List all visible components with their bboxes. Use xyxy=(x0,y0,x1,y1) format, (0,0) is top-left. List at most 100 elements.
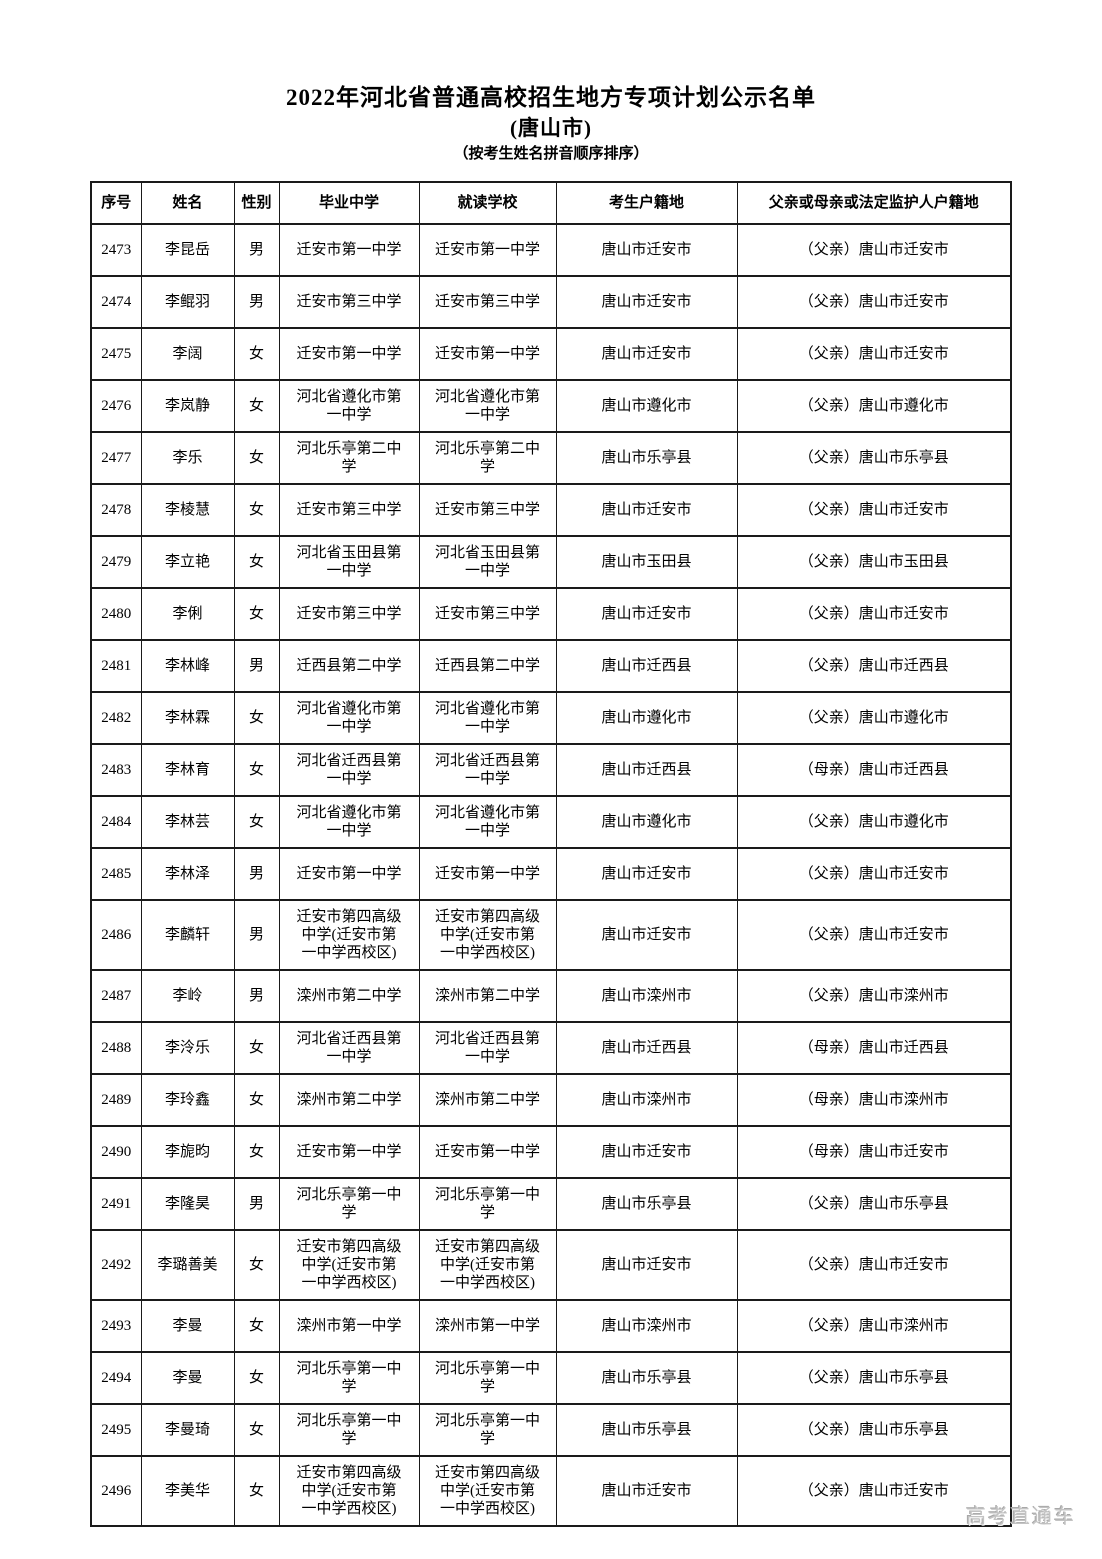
cell-gender: 男 xyxy=(233,222,280,277)
cell-attending-school: 迁安市第四高级中学(迁安市第一中学西校区) xyxy=(418,1454,557,1527)
table-row: 2493 李曼女滦州市第一中学 滦州市第一中学 唐山市滦州市 （父亲）唐山市滦州市 xyxy=(90,1298,1012,1353)
cell-name: 李立艳 xyxy=(140,534,235,589)
cell-name: 李林育 xyxy=(140,742,235,797)
cell-graduated-school: 河北乐亭第一中学 xyxy=(278,1402,420,1457)
table-row: 2478 李棱慧女迁安市第三中学 迁安市第三中学 唐山市迁安市 （父亲）唐山市迁安市 xyxy=(90,482,1012,537)
cell-attending-school: 迁安市第三中学 xyxy=(418,586,557,641)
cell-no: 2490 xyxy=(90,1124,142,1179)
cell-gender: 女 xyxy=(233,1298,280,1353)
cell-graduated-school: 迁安市第四高级中学(迁安市第一中学西校区) xyxy=(278,898,420,971)
cell-guardian-residence: （父亲）唐山市迁安市 xyxy=(736,482,1012,537)
cell-name: 李棱慧 xyxy=(140,482,235,537)
table-row: 2494 李曼女河北乐亭第一中学 河北乐亭第一中学 唐山市乐亭县 （父亲）唐山市乐亭县 xyxy=(90,1350,1012,1405)
cell-candidate-residence: 唐山市遵化市 xyxy=(555,378,738,433)
students-table: 序号 姓名 性别 毕业中学 就读学校 考生户籍地 父亲或母亲或法定监护人户籍地 … xyxy=(90,180,1012,1527)
cell-candidate-residence: 唐山市滦州市 xyxy=(555,1298,738,1353)
cell-guardian-residence: （父亲）唐山市乐亭县 xyxy=(736,1402,1012,1457)
cell-guardian-residence: （父亲）唐山市遵化市 xyxy=(736,690,1012,745)
table-row: 2485 李林泽男迁安市第一中学 迁安市第一中学 唐山市迁安市 （父亲）唐山市迁安市 xyxy=(90,846,1012,901)
table-row: 2475 李阔女迁安市第一中学 迁安市第一中学 唐山市迁安市 （父亲）唐山市迁安市 xyxy=(90,326,1012,381)
cell-gender: 男 xyxy=(233,898,280,971)
cell-gender: 女 xyxy=(233,378,280,433)
cell-name: 李阔 xyxy=(140,326,235,381)
cell-graduated-school: 滦州市第一中学 xyxy=(278,1298,420,1353)
table-row: 2490 李旎昀女迁安市第一中学 迁安市第一中学 唐山市迁安市 （母亲）唐山市迁安市 xyxy=(90,1124,1012,1179)
table-row: 2484 李林芸女河北省遵化市第一中学 河北省遵化市第一中学 唐山市遵化市 （父亲）唐山… xyxy=(90,794,1012,849)
cell-candidate-residence: 唐山市乐亭县 xyxy=(555,1350,738,1405)
cell-attending-school: 河北省迁西县第一中学 xyxy=(418,742,557,797)
cell-attending-school: 河北乐亭第一中学 xyxy=(418,1350,557,1405)
cell-gender: 女 xyxy=(233,430,280,485)
cell-candidate-residence: 唐山市迁安市 xyxy=(555,1228,738,1301)
cell-name: 李昆岳 xyxy=(140,222,235,277)
table-row: 2492 李璐善美女迁安市第四高级中学(迁安市第一中学西校区) 迁安市第四高级中学(… xyxy=(90,1228,1012,1301)
cell-graduated-school: 迁西县第二中学 xyxy=(278,638,420,693)
cell-candidate-residence: 唐山市迁安市 xyxy=(555,274,738,329)
cell-gender: 女 xyxy=(233,1350,280,1405)
cell-no: 2475 xyxy=(90,326,142,381)
cell-guardian-residence: （母亲）唐山市迁安市 xyxy=(736,1124,1012,1179)
table-body: 2473 李昆岳男迁安市第一中学 迁安市第一中学 唐山市迁安市 （父亲）唐山市迁安市 24… xyxy=(90,222,1012,1527)
cell-gender: 女 xyxy=(233,586,280,641)
cell-attending-school: 迁安市第四高级中学(迁安市第一中学西校区) xyxy=(418,1228,557,1301)
table-row: 2489 李玲鑫女滦州市第二中学 滦州市第二中学 唐山市滦州市 （母亲）唐山市滦州市 xyxy=(90,1072,1012,1127)
cell-candidate-residence: 唐山市乐亭县 xyxy=(555,430,738,485)
cell-name: 李林霖 xyxy=(140,690,235,745)
cell-guardian-residence: （父亲）唐山市遵化市 xyxy=(736,794,1012,849)
cell-graduated-school: 迁安市第一中学 xyxy=(278,326,420,381)
cell-graduated-school: 河北省迁西县第一中学 xyxy=(278,1020,420,1075)
cell-name: 李林芸 xyxy=(140,794,235,849)
cell-name: 李旎昀 xyxy=(140,1124,235,1179)
cell-gender: 女 xyxy=(233,1228,280,1301)
cell-no: 2487 xyxy=(90,968,142,1023)
cell-guardian-residence: （父亲）唐山市滦州市 xyxy=(736,1298,1012,1353)
cell-graduated-school: 河北省迁西县第一中学 xyxy=(278,742,420,797)
cell-name: 李曼 xyxy=(140,1350,235,1405)
cell-no: 2494 xyxy=(90,1350,142,1405)
cell-guardian-residence: （母亲）唐山市迁西县 xyxy=(736,742,1012,797)
cell-attending-school: 迁安市第三中学 xyxy=(418,482,557,537)
cell-graduated-school: 河北省玉田县第一中学 xyxy=(278,534,420,589)
cell-no: 2484 xyxy=(90,794,142,849)
cell-attending-school: 迁西县第二中学 xyxy=(418,638,557,693)
table-row: 2486 李麟轩男迁安市第四高级中学(迁安市第一中学西校区) 迁安市第四高级中学(迁… xyxy=(90,898,1012,971)
cell-name: 李美华 xyxy=(140,1454,235,1527)
cell-no: 2474 xyxy=(90,274,142,329)
cell-attending-school: 河北省遵化市第一中学 xyxy=(418,690,557,745)
table-row: 2491 李隆昊男河北乐亭第一中学 河北乐亭第一中学 唐山市乐亭县 （父亲）唐山市乐亭县 xyxy=(90,1176,1012,1231)
table-header-row: 序号 姓名 性别 毕业中学 就读学校 考生户籍地 父亲或母亲或法定监护人户籍地 xyxy=(90,180,1012,225)
cell-no: 2493 xyxy=(90,1298,142,1353)
cell-candidate-residence: 唐山市遵化市 xyxy=(555,794,738,849)
cell-no: 2489 xyxy=(90,1072,142,1127)
cell-name: 李玲鑫 xyxy=(140,1072,235,1127)
cell-no: 2485 xyxy=(90,846,142,901)
cell-graduated-school: 迁安市第三中学 xyxy=(278,274,420,329)
cell-gender: 女 xyxy=(233,534,280,589)
cell-candidate-residence: 唐山市遵化市 xyxy=(555,690,738,745)
cell-name: 李林泽 xyxy=(140,846,235,901)
cell-no: 2478 xyxy=(90,482,142,537)
cell-guardian-residence: （父亲）唐山市乐亭县 xyxy=(736,1176,1012,1231)
cell-graduated-school: 迁安市第一中学 xyxy=(278,1124,420,1179)
cell-guardian-residence: （父亲）唐山市玉田县 xyxy=(736,534,1012,589)
cell-graduated-school: 迁安市第三中学 xyxy=(278,586,420,641)
cell-no: 2476 xyxy=(90,378,142,433)
cell-gender: 女 xyxy=(233,794,280,849)
cell-gender: 男 xyxy=(233,274,280,329)
table-row: 2487 李岭男滦州市第二中学 滦州市第二中学 唐山市滦州市 （父亲）唐山市滦州市 xyxy=(90,968,1012,1023)
cell-no: 2479 xyxy=(90,534,142,589)
cell-candidate-residence: 唐山市迁安市 xyxy=(555,846,738,901)
cell-guardian-residence: （父亲）唐山市迁安市 xyxy=(736,1228,1012,1301)
cell-name: 李璐善美 xyxy=(140,1228,235,1301)
cell-attending-school: 迁安市第一中学 xyxy=(418,222,557,277)
cell-gender: 女 xyxy=(233,1402,280,1457)
cell-attending-school: 河北乐亭第二中学 xyxy=(418,430,557,485)
table-row: 2480 李俐女迁安市第三中学 迁安市第三中学 唐山市迁安市 （父亲）唐山市迁安市 xyxy=(90,586,1012,641)
cell-gender: 女 xyxy=(233,326,280,381)
cell-attending-school: 迁安市第四高级中学(迁安市第一中学西校区) xyxy=(418,898,557,971)
cell-graduated-school: 河北乐亭第一中学 xyxy=(278,1350,420,1405)
cell-attending-school: 滦州市第一中学 xyxy=(418,1298,557,1353)
cell-guardian-residence: （父亲）唐山市迁安市 xyxy=(736,586,1012,641)
cell-attending-school: 迁安市第一中学 xyxy=(418,326,557,381)
cell-gender: 女 xyxy=(233,1020,280,1075)
